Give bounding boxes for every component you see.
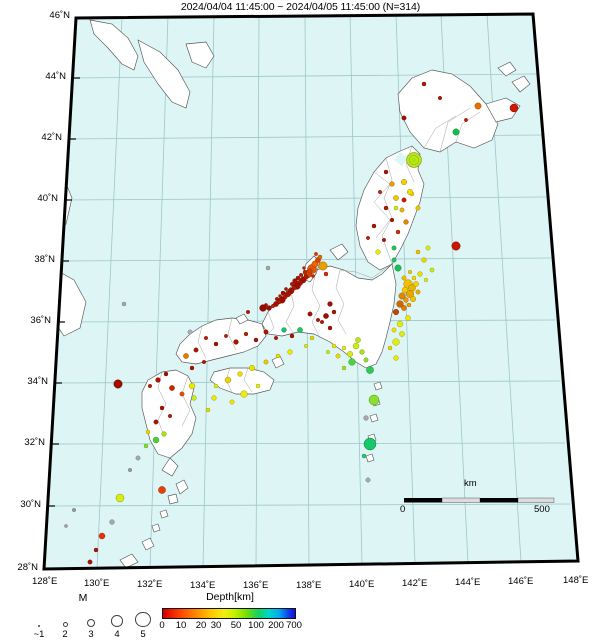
depth-tick-10: 10 <box>175 620 187 631</box>
landmass-outlines <box>44 19 531 569</box>
depth-tick-0: 0 <box>159 620 165 631</box>
magnitude-label-5: 5 <box>140 629 146 640</box>
lon-label-138e: 138˚E <box>296 580 322 591</box>
magnitude-symbol-2 <box>52 609 78 627</box>
depth-tick-30: 30 <box>210 620 222 631</box>
magnitude-symbol-4 <box>104 609 130 627</box>
map-content <box>44 14 578 569</box>
lon-label-140e: 140˚E <box>349 579 375 590</box>
lat-label-28n: 28˚N <box>17 562 38 573</box>
cluster-tohoku-land <box>366 169 421 255</box>
magnitude-label-1: ~1 <box>33 629 45 640</box>
magnitude-label-3: 3 <box>88 629 94 640</box>
lat-label-44n: 44˚N <box>45 71 66 82</box>
lon-label-136e: 136˚E <box>243 580 269 591</box>
lat-label-36n: 36˚N <box>30 315 51 326</box>
lon-label-142e: 142˚E <box>402 578 428 589</box>
lat-label-34n: 34˚N <box>27 376 48 387</box>
map-canvas[interactable]: km 0 500 <box>0 12 601 575</box>
cluster-kanto <box>326 337 399 459</box>
lat-label-30n: 30˚N <box>20 499 41 510</box>
map-svg <box>42 12 580 571</box>
lat-label-32n: 32˚N <box>24 437 45 448</box>
magnitude-symbol-3 <box>78 609 104 627</box>
scalebar-max-label: 500 <box>534 504 550 515</box>
cluster-offshore-misc <box>121 265 371 483</box>
magnitude-symbol-1 <box>26 609 52 627</box>
scale-bar <box>404 497 555 503</box>
lon-label-134e: 134˚E <box>190 580 216 591</box>
depth-tick-50: 50 <box>230 620 242 631</box>
cluster-central-japan <box>183 320 333 405</box>
depth-tick-100: 100 <box>248 620 264 631</box>
lon-label-132e: 132˚E <box>137 579 163 590</box>
cluster-hokkaido <box>393 81 519 211</box>
magnitude-legend-title: M <box>78 592 88 604</box>
map-frame <box>42 12 580 571</box>
depth-tick-200: 200 <box>268 620 284 631</box>
lat-label-40n: 40˚N <box>37 193 58 204</box>
legend-row: M ~1 2 3 4 5 Depth[km] <box>0 590 601 640</box>
depth-tick-700: 700 <box>286 620 302 631</box>
magnitude-label-4: 4 <box>114 629 120 640</box>
lat-label-38n: 38˚N <box>34 254 55 265</box>
depth-colorbar <box>162 608 296 619</box>
lon-label-130e: 130˚E <box>84 578 110 589</box>
lat-label-42n: 42˚N <box>41 132 62 143</box>
lon-label-128e: 128˚E <box>32 576 58 587</box>
lat-label-46n: 46˚N <box>49 10 70 21</box>
magnitude-label-2: 2 <box>62 629 68 640</box>
magnitude-symbol-5 <box>130 609 156 627</box>
epicenter-markers <box>64 81 519 565</box>
depth-legend-title: Depth[km] <box>206 591 254 603</box>
cluster-off-tohoku <box>387 241 461 351</box>
depth-tick-20: 20 <box>195 620 207 631</box>
magnitude-legend: M ~1 2 3 4 5 <box>18 592 151 640</box>
depth-legend: Depth[km] 0 10 20 30 50 100 200 700 <box>156 590 306 640</box>
page-title: 2024/04/04 11:45:00 ~ 2024/04/05 11:45:0… <box>180 1 421 13</box>
lon-label-146e: 146˚E <box>508 576 534 587</box>
scalebar-min-label: 0 <box>400 504 406 515</box>
lon-label-144e: 144˚E <box>455 577 481 588</box>
cluster-kyushu <box>64 371 197 565</box>
lon-label-148e: 148˚E <box>563 575 589 586</box>
scalebar-unit-label: km <box>464 478 477 489</box>
cluster-noto <box>259 252 337 323</box>
latitude-ticks <box>47 77 80 507</box>
